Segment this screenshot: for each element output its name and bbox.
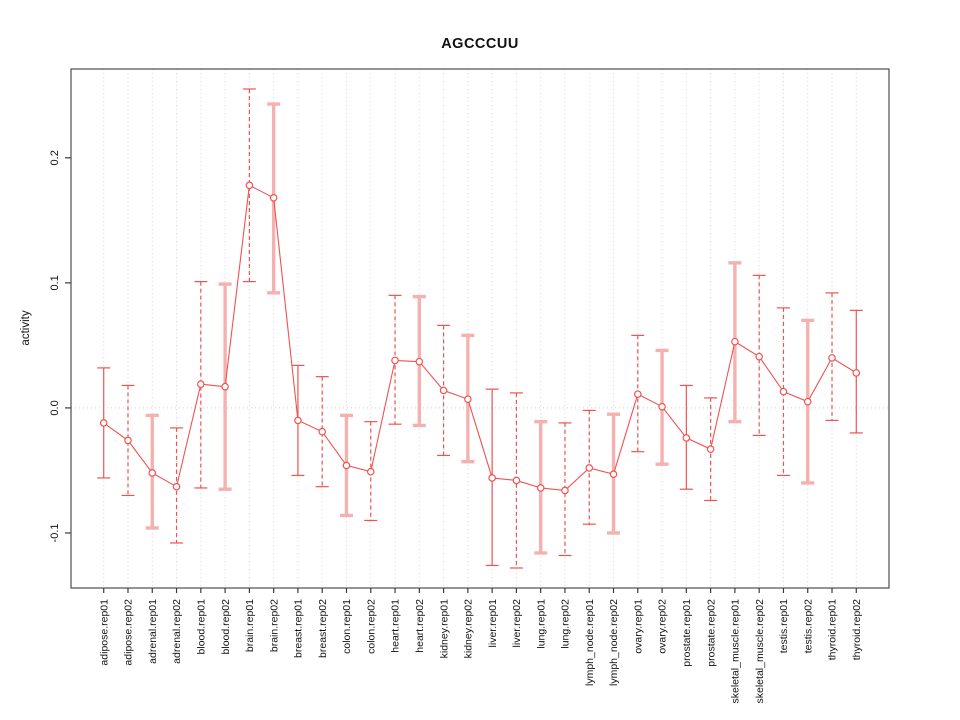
x-tick-label: heart.rep01 [390, 599, 402, 653]
data-point [318, 427, 327, 436]
x-tick-label: colon.rep02 [365, 599, 377, 654]
data-point [609, 470, 618, 478]
data-point [585, 464, 594, 472]
x-tick-label: lung.rep02 [560, 599, 572, 649]
data-point [779, 387, 788, 396]
x-tick-label: lymph_node.rep02 [608, 599, 620, 686]
x-tick-label: ovary.rep01 [632, 599, 644, 654]
data-point [464, 395, 472, 403]
x-tick-label: heart.rep02 [414, 599, 426, 653]
x-tick-label: thyroid.rep01 [827, 599, 839, 660]
x-tick-label: adrenal.rep02 [171, 599, 183, 664]
data-point [512, 476, 521, 485]
x-tick-label: colon.rep01 [341, 599, 353, 654]
data-point [391, 356, 399, 365]
data-point [682, 434, 691, 442]
x-tick-label: skeletal_muscle.rep02 [754, 599, 766, 704]
x-tick-label: adipose.rep02 [123, 599, 135, 666]
data-point [415, 357, 424, 366]
x-tick-label: testis.rep01 [778, 599, 790, 653]
y-tick-label: 0.2 [49, 150, 61, 165]
data-point [706, 445, 715, 453]
data-point [221, 382, 229, 391]
data-point [148, 469, 157, 477]
data-point [536, 484, 545, 492]
x-tick-label: ovary.rep02 [657, 599, 669, 654]
data-point [561, 486, 569, 495]
x-tick-label: blood.rep02 [220, 599, 232, 655]
data-point [99, 419, 108, 427]
x-tick-label: liver.rep02 [511, 599, 523, 648]
y-tick-label: -0.1 [49, 523, 61, 542]
data-point [366, 467, 375, 476]
x-tick-label: adipose.rep01 [98, 599, 110, 666]
data-point [658, 402, 666, 411]
data-point [245, 181, 254, 190]
series-line [103, 184, 857, 492]
data-point [488, 474, 496, 482]
x-tick-label: breast.rep01 [293, 599, 305, 658]
data-point [342, 461, 351, 470]
data-point [828, 354, 836, 362]
x-tick-label: liver.rep01 [487, 599, 499, 648]
data-point [439, 386, 448, 395]
data-point [852, 369, 861, 377]
x-tick-label: adrenal.rep01 [147, 599, 159, 664]
y-tick-label: 0.1 [49, 275, 61, 290]
data-point [294, 416, 302, 425]
x-tick-label: testis.rep02 [802, 599, 814, 653]
x-tick-label: thyroid.rep02 [851, 599, 863, 660]
data-point [269, 194, 278, 202]
data-point [731, 337, 739, 346]
x-tick-label: prostate.rep01 [681, 599, 693, 667]
plot-frame [70, 68, 890, 589]
x-tick-label: lymph_node.rep01 [584, 599, 596, 686]
data-point [633, 390, 642, 398]
data-point [755, 352, 763, 361]
x-tick-label: brain.rep01 [244, 599, 256, 652]
data-point [803, 397, 812, 406]
x-tick-label: blood.rep01 [195, 599, 207, 655]
data-point [172, 482, 181, 491]
chart-title: AGCCCUU [441, 36, 519, 52]
x-tick-label: brain.rep02 [268, 599, 280, 652]
x-tick-label: skeletal_muscle.rep01 [730, 599, 742, 704]
x-tick-label: kidney.rep02 [463, 599, 475, 659]
x-tick-label: lung.rep01 [535, 599, 547, 649]
data-point [197, 380, 205, 388]
y-tick-label: 0.0 [49, 400, 61, 415]
x-tick-label: prostate.rep02 [705, 599, 717, 667]
x-tick-label: kidney.rep01 [438, 599, 450, 659]
data-point [124, 436, 132, 445]
x-tick-label: breast.rep02 [317, 599, 329, 658]
